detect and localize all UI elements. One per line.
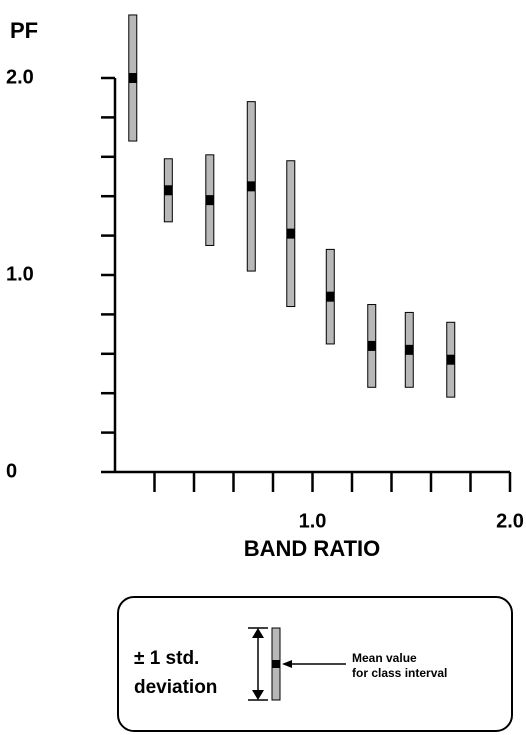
- legend-pointer-head: [282, 660, 292, 668]
- mean-marker: [247, 181, 256, 192]
- legend-range-label: ± 1 std.: [134, 648, 199, 669]
- legend-mean-label: for class interval: [352, 666, 447, 680]
- legend-range-label: deviation: [134, 677, 217, 698]
- mean-marker: [164, 185, 173, 196]
- legend-box: [117, 596, 513, 732]
- x-tick-label: 2.0: [496, 510, 524, 532]
- mean-marker: [205, 195, 214, 206]
- legend-mean-label: Mean value: [352, 651, 417, 665]
- mean-marker: [446, 354, 455, 365]
- legend: ± 1 std. deviation Mean value for class …: [117, 596, 513, 732]
- mean-marker: [286, 228, 295, 239]
- y-tick-label: 0: [6, 460, 17, 482]
- mean-marker: [326, 291, 335, 302]
- mean-marker: [405, 344, 414, 355]
- y-axis-label: PF: [10, 18, 38, 43]
- x-axis-label: BAND RATIO: [244, 536, 380, 561]
- mean-marker: [367, 340, 376, 351]
- mean-marker: [128, 73, 137, 83]
- y-tick-label: 1.0: [6, 263, 34, 285]
- y-tick-label: 2.0: [6, 66, 34, 88]
- x-tick-label: 1.0: [299, 510, 327, 532]
- legend-mean: [272, 660, 280, 668]
